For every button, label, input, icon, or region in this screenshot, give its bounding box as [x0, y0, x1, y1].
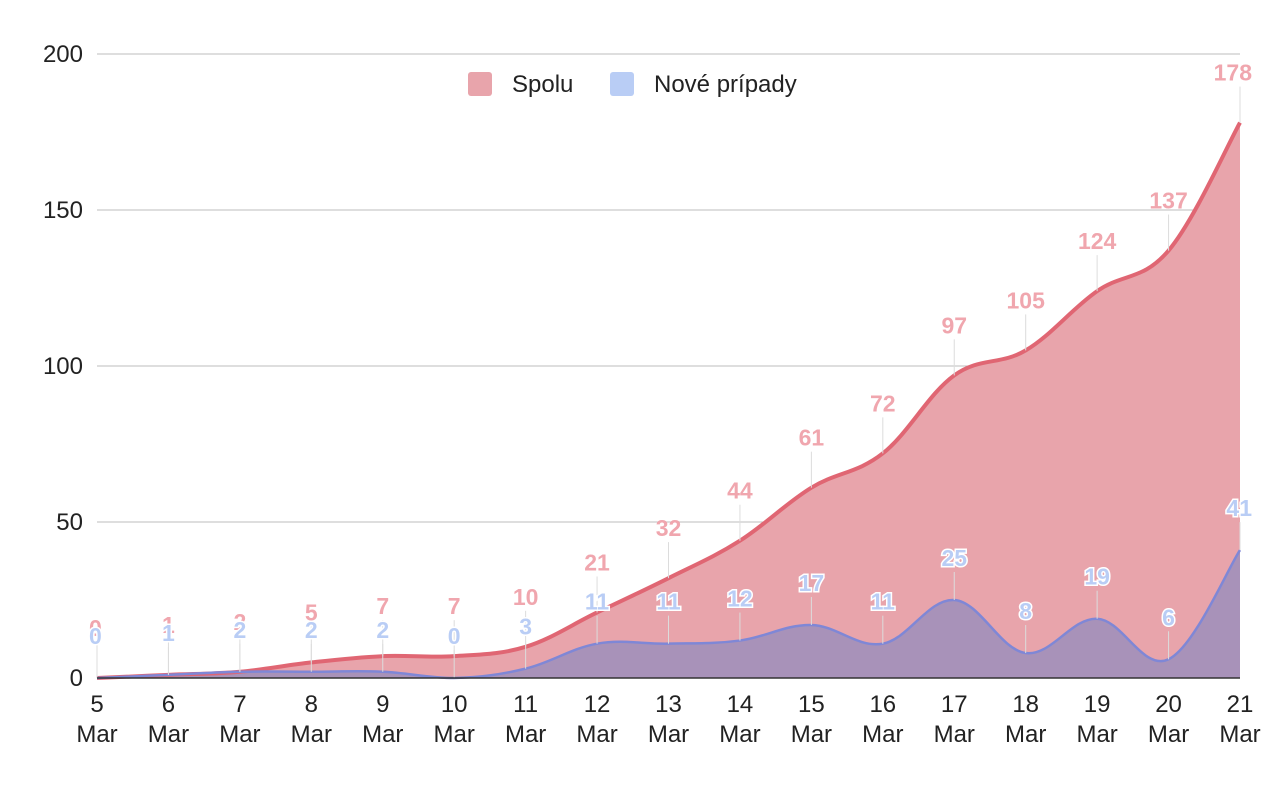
x-tick-label: Mar — [791, 721, 832, 748]
x-tick-label: Mar — [434, 721, 475, 748]
x-tick-label: Mar — [219, 721, 260, 748]
x-tick-label: Mar — [1076, 721, 1117, 748]
data-label: 3 — [519, 614, 532, 640]
x-tick-label: 21 — [1227, 691, 1254, 718]
x-tick-label: 6 — [162, 691, 175, 718]
y-tick-label: 100 — [43, 353, 83, 380]
data-label: 0 — [89, 623, 102, 649]
data-label: 17 — [799, 570, 825, 596]
data-label: 1 — [162, 620, 175, 646]
data-label: 2 — [233, 609, 246, 635]
x-tick-label: 7 — [233, 691, 246, 718]
x-tick-label: 18 — [1012, 691, 1039, 718]
x-tick-label: 11 — [513, 691, 538, 718]
x-tick-label: Mar — [505, 721, 546, 748]
x-tick-label: Mar — [934, 721, 975, 748]
data-label: 2 — [233, 617, 246, 643]
data-label: 97 — [941, 312, 967, 338]
series-lines — [96, 121, 1242, 680]
series-line — [96, 549, 1242, 680]
x-tick-label: Mar — [76, 721, 117, 748]
data-label: 124 — [1078, 228, 1117, 254]
y-tick-label: 150 — [43, 197, 83, 224]
data-label: 11 — [656, 589, 681, 615]
x-tick-label: 13 — [655, 691, 682, 718]
legend-label: Spolu — [512, 71, 573, 98]
data-label: 25 — [941, 545, 967, 571]
data-label: 61 — [799, 425, 825, 451]
x-tick-label: Mar — [1219, 721, 1260, 748]
data-label: 0 — [89, 615, 102, 641]
legend-swatch — [468, 72, 492, 96]
data-label: 12 — [727, 586, 753, 612]
x-tick-label: 12 — [584, 691, 611, 718]
x-tick-label: 5 — [90, 691, 103, 718]
series-area — [97, 550, 1240, 678]
data-label: 44 — [727, 478, 753, 504]
data-label: 11 — [585, 589, 610, 615]
data-label: 21 — [584, 549, 610, 575]
x-tick-label: Mar — [148, 721, 189, 748]
x-tick-label: 19 — [1084, 691, 1111, 718]
data-label: 6 — [1162, 604, 1175, 630]
x-tick-label: 8 — [305, 691, 318, 718]
x-tick-label: 16 — [869, 691, 896, 718]
series-area — [97, 122, 1240, 678]
x-tick-label: 10 — [441, 691, 468, 718]
data-label: 32 — [656, 515, 682, 541]
series-line — [96, 121, 1242, 680]
data-label: 2 — [305, 617, 318, 643]
x-tick-label: 15 — [798, 691, 825, 718]
data-label: 41 — [1226, 495, 1252, 521]
data-label: 137 — [1149, 188, 1187, 214]
x-tick-label: Mar — [862, 721, 903, 748]
data-label: 10 — [513, 584, 539, 610]
area-fills — [97, 122, 1240, 678]
data-label: 178 — [1214, 60, 1253, 86]
x-tick-label: Mar — [1148, 721, 1189, 748]
x-tick-label: Mar — [1005, 721, 1046, 748]
x-tick-label: 9 — [376, 691, 389, 718]
x-tick-label: 14 — [727, 691, 754, 718]
data-label: 11 — [871, 589, 896, 615]
data-label: 0 — [448, 623, 461, 649]
data-label: 7 — [376, 593, 389, 619]
legend-swatch — [610, 72, 634, 96]
x-tick-label: Mar — [291, 721, 332, 748]
label-leaders — [96, 86, 1241, 678]
data-label: 8 — [1019, 598, 1032, 624]
data-label: 1 — [162, 612, 175, 638]
data-label: 105 — [1007, 287, 1046, 313]
data-label: 2 — [376, 617, 389, 643]
x-tick-label: Mar — [719, 721, 760, 748]
x-tick-label: 17 — [941, 691, 968, 718]
x-tick-label: 20 — [1155, 691, 1182, 718]
x-tick-label: Mar — [362, 721, 403, 748]
data-label: 19 — [1084, 564, 1110, 590]
legend-label: Nové prípady — [654, 71, 797, 98]
data-label: 72 — [870, 390, 896, 416]
data-label: 7 — [448, 593, 461, 619]
legend: Spolu Nové prípady — [468, 71, 797, 98]
axes: 0501001502005Mar6Mar7Mar8Mar9Mar10Mar11M… — [43, 41, 1261, 748]
y-tick-label: 200 — [43, 41, 83, 68]
x-tick-label: Mar — [648, 721, 689, 748]
y-tick-label: 0 — [70, 665, 83, 692]
data-label: 5 — [305, 599, 318, 625]
x-tick-label: Mar — [576, 721, 617, 748]
y-tick-label: 50 — [56, 509, 83, 536]
